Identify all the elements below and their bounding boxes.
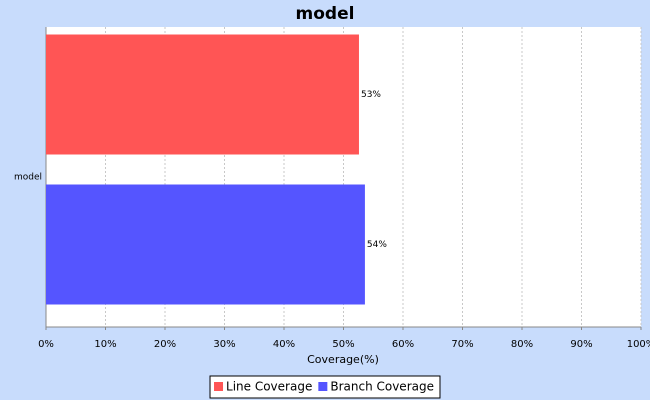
legend: Line Coverage Branch Coverage xyxy=(209,375,441,399)
legend-label: Branch Coverage xyxy=(330,380,434,394)
x-tick-label: 0% xyxy=(38,339,54,350)
x-tick-label: 40% xyxy=(273,339,295,350)
x-tick-label: 80% xyxy=(511,339,533,350)
bar xyxy=(46,184,365,305)
chart-title: model xyxy=(296,4,355,24)
x-axis-label: Coverage(%) xyxy=(307,353,379,366)
bar xyxy=(46,34,359,155)
x-tick-label: 20% xyxy=(154,339,176,350)
x-tick-label: 50% xyxy=(332,339,354,350)
legend-swatch xyxy=(318,382,328,391)
x-tick-label: 100% xyxy=(627,339,650,350)
data-label: 54% xyxy=(367,240,387,250)
legend-label: Line Coverage xyxy=(226,380,312,394)
x-tick-label: 60% xyxy=(392,339,414,350)
y-tick-label: model xyxy=(14,173,42,183)
data-label: 53% xyxy=(361,90,381,100)
x-tick-label: 10% xyxy=(94,339,116,350)
legend-swatch xyxy=(214,382,224,391)
x-tick-label: 30% xyxy=(213,339,235,350)
x-tick-label: 70% xyxy=(451,339,473,350)
x-tick-label: 90% xyxy=(570,339,592,350)
